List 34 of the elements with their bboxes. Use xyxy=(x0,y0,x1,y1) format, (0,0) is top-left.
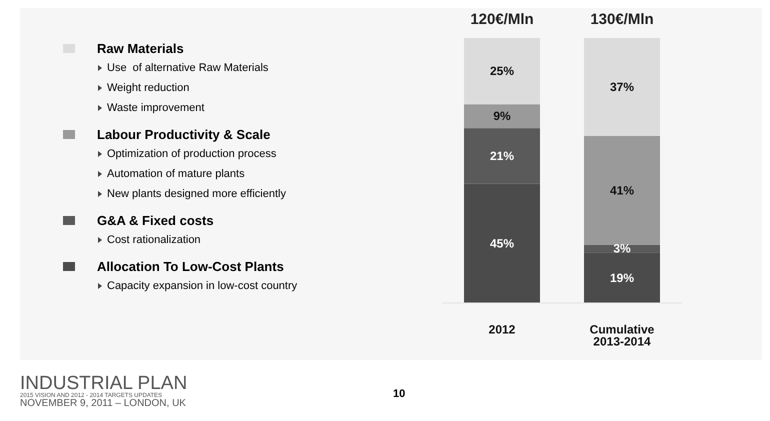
annotation: 130€/Mln xyxy=(590,11,654,28)
text: Cost rationalization xyxy=(107,233,201,248)
annotation: 120€/Mln xyxy=(470,11,534,28)
legend-label: Raw Materials xyxy=(97,40,184,56)
bar xyxy=(584,38,660,136)
bar xyxy=(464,128,540,184)
x-tick-label: 2012 xyxy=(488,322,516,337)
x-tick-label: Cumulative 2013-2014 xyxy=(590,322,655,349)
text: Optimization of production process xyxy=(107,147,276,162)
data-label: 37% xyxy=(610,80,634,94)
bar xyxy=(464,184,540,303)
bar xyxy=(584,252,660,303)
data-label: 45% xyxy=(490,236,514,250)
data-label: 41% xyxy=(610,183,634,198)
data-label: 3% xyxy=(613,242,631,256)
legend-label: G&A & Fixed costs xyxy=(97,212,214,228)
data-label: 25% xyxy=(490,64,514,78)
bar xyxy=(464,38,540,104)
bar xyxy=(464,104,540,128)
legend-label: Labour Productivity & Scale xyxy=(97,126,270,142)
text: Capacity expansion in low-cost country xyxy=(107,279,298,294)
legend-label: Allocation To Low-Cost Plants xyxy=(97,258,284,274)
data-label: 9% xyxy=(493,109,511,124)
bar xyxy=(584,136,660,245)
text: INDUSTRIAL PLAN xyxy=(20,373,188,394)
text: Waste improvement xyxy=(107,101,204,116)
text: Automation of mature plants xyxy=(107,167,245,182)
data-label: 19% xyxy=(610,270,634,285)
text: Weight reduction xyxy=(107,81,190,96)
text: Use of alternative Raw Materials xyxy=(107,61,268,76)
text: 10 xyxy=(393,388,406,400)
text: New plants designed more efficiently xyxy=(107,187,286,202)
text: NOVEMBER 9, 2011 – LONDON, UK xyxy=(20,398,187,409)
data-label: 21% xyxy=(490,148,514,163)
